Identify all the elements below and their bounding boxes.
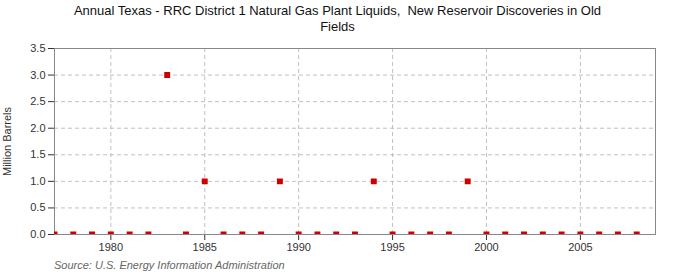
svg-text:0.0: 0.0 (30, 228, 45, 240)
svg-text:2005: 2005 (568, 241, 592, 253)
svg-text:2000: 2000 (474, 241, 498, 253)
svg-text:1980: 1980 (99, 241, 123, 253)
svg-text:1995: 1995 (380, 241, 404, 253)
svg-text:2.0: 2.0 (30, 121, 45, 133)
svg-text:1990: 1990 (286, 241, 310, 253)
svg-text:Million Barrels: Million Barrels (1, 106, 13, 176)
svg-text:0.5: 0.5 (30, 201, 45, 213)
html-text:Annual Texas - RRC District 1: Annual Texas - RRC District 1 Natural Ga… (73, 3, 602, 35)
svg-text:1.5: 1.5 (30, 148, 45, 160)
svg-text:1.0: 1.0 (30, 174, 45, 186)
svg-text:3.5: 3.5 (30, 42, 45, 54)
svg-text:2.5: 2.5 (30, 95, 45, 107)
svg-text:1985: 1985 (193, 241, 217, 253)
html-text:Source: U.S. Energy Informatio: Source: U.S. Energy Information Administ… (54, 258, 285, 271)
svg-text:3.0: 3.0 (30, 68, 45, 80)
